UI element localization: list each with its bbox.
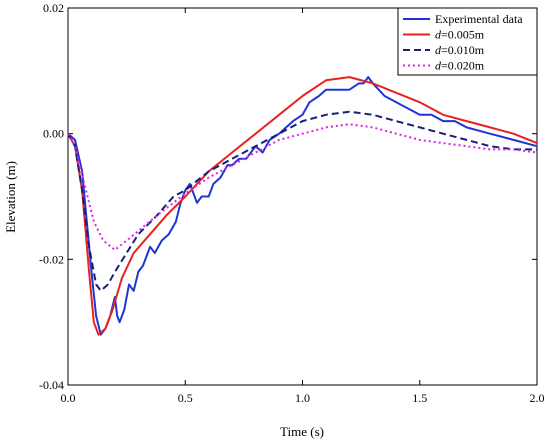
series-line-0 xyxy=(67,76,538,336)
series-layer xyxy=(67,76,538,336)
y-axis-title: Elevation (m) xyxy=(3,161,18,233)
series-line-1 xyxy=(67,76,538,336)
series-line-3 xyxy=(67,123,538,251)
x-axis-title: Time (s) xyxy=(280,424,324,439)
x-tick-label: 2.0 xyxy=(530,391,545,405)
y-tick-label: -0.02 xyxy=(39,252,64,266)
legend-label: Experimental data xyxy=(435,12,523,26)
y-tick-label: 0.02 xyxy=(43,1,64,15)
x-tick-label: 1.5 xyxy=(412,391,427,405)
x-tick-label: 1.0 xyxy=(295,391,310,405)
y-tick-label: 0.00 xyxy=(43,127,64,141)
x-tick-label: 0.0 xyxy=(61,391,76,405)
x-tick-label: 0.5 xyxy=(178,391,193,405)
y-tick-label: -0.04 xyxy=(39,378,64,392)
series-line-2 xyxy=(67,110,537,292)
legend-label: d=0.005m xyxy=(435,28,485,42)
axis-ticks: 0.0 0.5 1.0 1.5 2.0 -0.04 -0.02 0.00 0.02 xyxy=(39,1,545,405)
legend-label: d=0.020m xyxy=(435,59,485,73)
legend-label: d=0.010m xyxy=(435,43,485,57)
